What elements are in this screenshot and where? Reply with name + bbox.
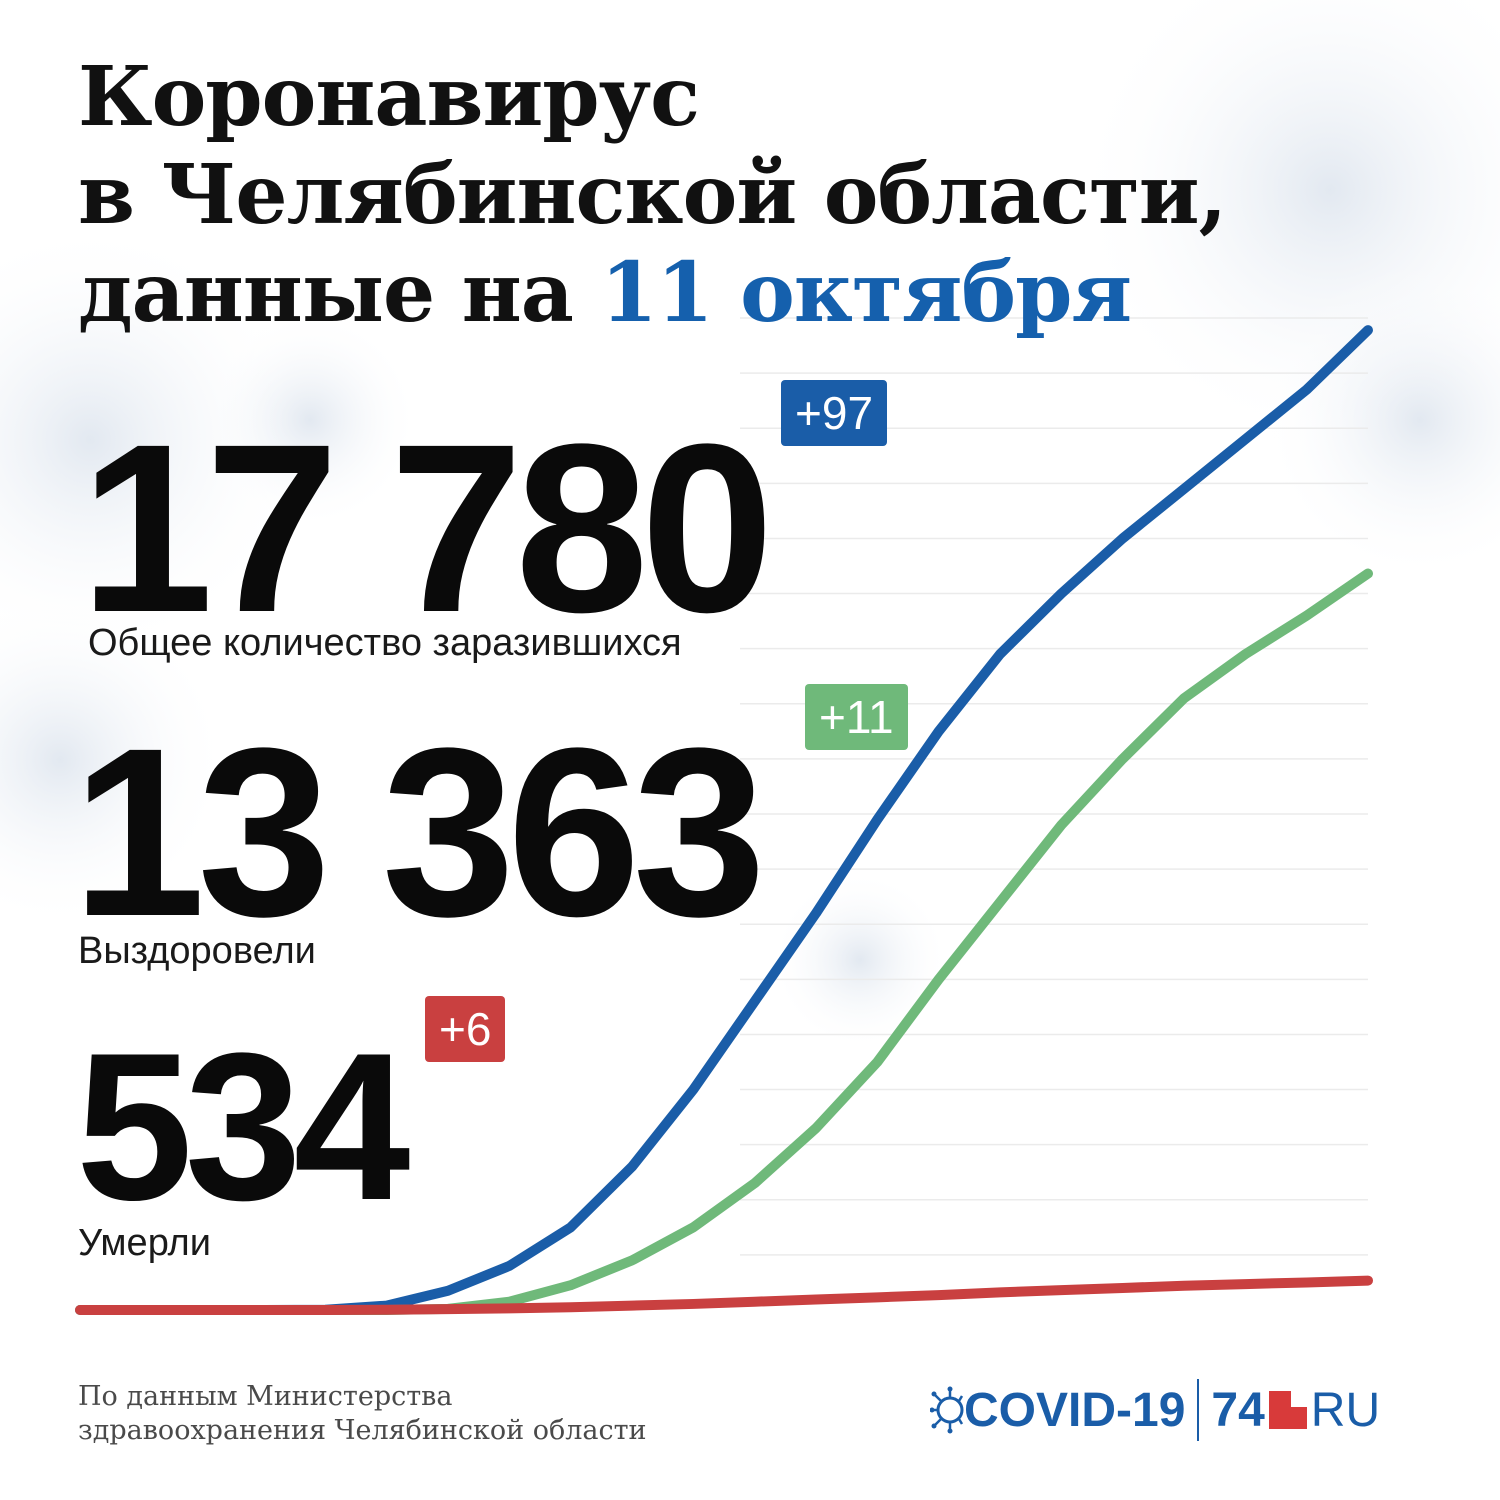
source-line-2: здравоохранения Челябинской области	[78, 1415, 647, 1446]
logo-square-icon	[1268, 1391, 1307, 1429]
title-line-3-prefix: данные на	[78, 245, 601, 341]
logo-74-text: 74	[1211, 1383, 1265, 1437]
chart-lines	[75, 325, 1373, 1315]
source-note: По данным Министерства здравоохранения Ч…	[78, 1380, 647, 1448]
deaths-delta-badge: +6	[425, 996, 506, 1062]
recovered-total: 13 363	[72, 698, 766, 966]
logo-separator	[1197, 1379, 1200, 1441]
deaths-total: 534	[76, 1009, 410, 1244]
logo-ru-text: RU	[1310, 1383, 1381, 1437]
logo-covid-text: COVID-19	[964, 1383, 1186, 1437]
page-title: Коронавирус в Челябинской области, данны…	[78, 48, 1227, 342]
recovered-label: Выздоровели	[78, 930, 316, 972]
infected-delta-badge: +97	[781, 380, 888, 446]
virus-icon	[930, 1386, 964, 1434]
title-line-1: Коронавирус	[78, 49, 700, 145]
title-line-2: в Челябинской области,	[78, 147, 1227, 243]
covid19-74ru-logo: COVID-19 74 RU	[930, 1375, 1380, 1445]
infected-label: Общее количество заразившихся	[88, 622, 682, 664]
title-date: 11 октября	[600, 245, 1132, 341]
source-line-1: По данным Министерства	[78, 1381, 453, 1412]
deaths-label: Умерли	[78, 1222, 211, 1264]
infected-total: 17 780	[80, 394, 774, 662]
recovered-delta-badge: +11	[805, 684, 908, 750]
series-line-2	[75, 1275, 1373, 1315]
